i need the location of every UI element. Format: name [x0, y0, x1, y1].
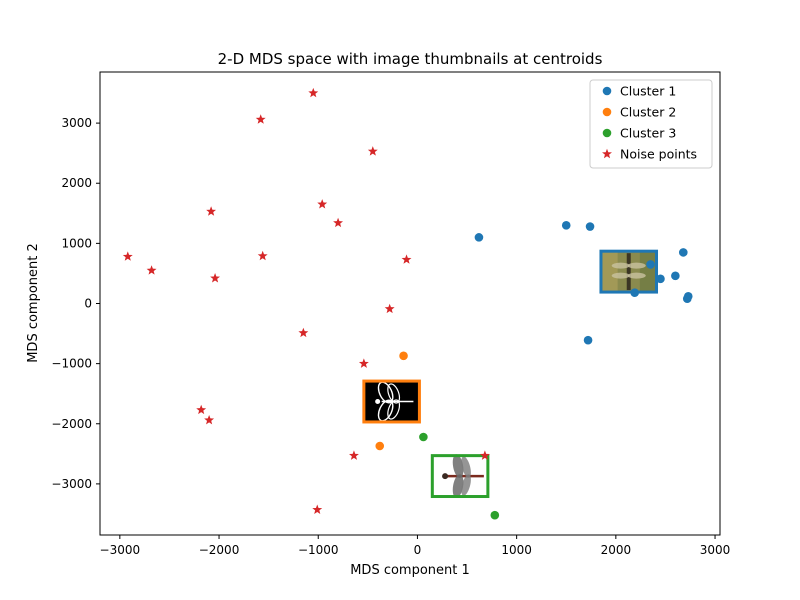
- data-point: [257, 250, 268, 261]
- x-axis-label: MDS component 1: [350, 563, 470, 578]
- data-point: [583, 335, 593, 345]
- legend: Cluster 1 Cluster 2 Cluster 3 Noise points: [589, 79, 713, 169]
- y-tick-label: −3000: [51, 477, 92, 491]
- x-tick-label: −2000: [199, 543, 240, 557]
- y-axis-label: MDS component 2: [26, 243, 41, 363]
- x-tick-label: 1000: [501, 543, 532, 557]
- legend-label: Cluster 3: [620, 126, 676, 141]
- thumbnail-dragonfly-specimen: [430, 454, 490, 499]
- thumbnail-dragonfly-photo: [599, 249, 659, 294]
- x-tick-label: 3000: [700, 543, 731, 557]
- chart-title: 2-D MDS space with image thumbnails at c…: [218, 50, 603, 68]
- legend-label: Cluster 1: [620, 84, 676, 99]
- y-tick-label: −1000: [51, 357, 92, 371]
- data-point: [678, 248, 688, 257]
- thumbnails-layer: [362, 249, 659, 499]
- x-tick-label: 2000: [601, 543, 632, 557]
- data-point: [308, 87, 319, 98]
- data-point: [561, 221, 571, 230]
- series-1: [474, 221, 693, 345]
- legend-label: Cluster 2: [620, 105, 676, 120]
- thumbnail-dragonfly-sketch: [362, 379, 421, 424]
- data-point: [399, 351, 408, 361]
- data-point: [375, 441, 385, 451]
- thumbnail-border: [430, 454, 490, 499]
- data-point: [630, 288, 639, 297]
- data-point: [196, 404, 207, 415]
- thumbnail-border: [362, 379, 421, 424]
- x-tick-label: 0: [414, 543, 422, 557]
- x-axis: −3000 −2000 −1000 0 1000 2000 3000: [100, 535, 731, 557]
- y-tick-label: −2000: [51, 417, 92, 431]
- data-point: [349, 450, 359, 460]
- y-axis: −3000 −2000 −1000 0 1000 2000 3000: [51, 116, 100, 491]
- legend-label: Noise points: [620, 147, 697, 162]
- data-point: [358, 358, 369, 368]
- data-point: [474, 233, 484, 242]
- legend-marker: [602, 128, 612, 138]
- data-point: [204, 414, 215, 425]
- data-point: [671, 271, 680, 281]
- series-4: [122, 87, 490, 514]
- data-point: [298, 327, 309, 338]
- data-point: [312, 504, 323, 514]
- legend-marker: [602, 148, 612, 159]
- data-point: [656, 274, 665, 284]
- data-point: [255, 114, 266, 124]
- data-point: [333, 217, 344, 228]
- data-point: [122, 251, 133, 261]
- data-point: [206, 206, 217, 216]
- series-3: [419, 432, 500, 520]
- data-point: [317, 199, 328, 209]
- data-point: [384, 303, 395, 314]
- points-layer: [122, 87, 693, 520]
- legend-box: [589, 79, 713, 169]
- series-2: [375, 351, 408, 451]
- x-tick-label: −3000: [100, 543, 141, 557]
- data-point: [479, 450, 490, 460]
- legend-marker: [602, 107, 612, 117]
- x-tick-label: −1000: [298, 543, 339, 557]
- data-point: [146, 265, 157, 275]
- data-point: [401, 254, 412, 264]
- data-point: [585, 222, 595, 231]
- y-tick-label: 2000: [61, 176, 92, 190]
- thumbnail-border: [599, 249, 659, 294]
- data-point: [367, 146, 378, 156]
- data-point: [210, 273, 221, 283]
- y-tick-label: 0: [84, 297, 92, 311]
- data-point: [683, 291, 693, 301]
- data-point: [646, 260, 655, 269]
- data-point: [419, 432, 428, 442]
- data-point: [490, 510, 500, 520]
- y-tick-label: 3000: [61, 116, 92, 130]
- legend-marker: [602, 86, 612, 96]
- y-tick-label: 1000: [61, 236, 92, 250]
